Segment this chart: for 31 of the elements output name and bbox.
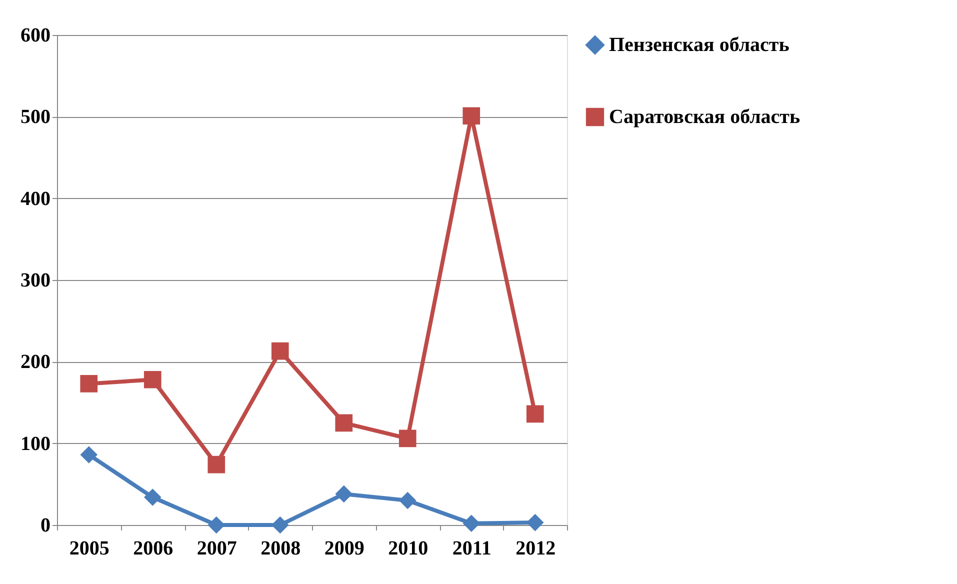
y-tick-label: 300 — [20, 270, 50, 292]
point — [271, 342, 289, 360]
point — [335, 485, 353, 503]
point — [526, 405, 544, 423]
point — [208, 456, 226, 474]
point — [80, 446, 98, 464]
x-tick-label: 2007 — [196, 538, 237, 560]
point — [335, 414, 353, 432]
x-tick-label: 2006 — [133, 538, 174, 560]
point — [462, 107, 480, 125]
x-tick-label: 2012 — [516, 538, 556, 560]
point — [80, 375, 98, 392]
x-tick-label: 2005 — [69, 538, 110, 560]
point — [462, 514, 480, 532]
x-tick-label: 2009 — [324, 538, 364, 560]
point — [144, 370, 162, 388]
legend-label: Пензенская область — [609, 34, 790, 56]
y-tick-label: 400 — [20, 188, 50, 210]
point — [526, 514, 544, 532]
y-tick-label: 200 — [20, 351, 50, 374]
legend-label: Саратовская область — [609, 106, 800, 128]
point — [398, 430, 416, 448]
y-tick-label: 100 — [20, 432, 50, 455]
y-tick-label: 500 — [20, 106, 50, 128]
x-tick-label: 2011 — [452, 538, 492, 560]
point — [398, 492, 416, 510]
x-tick-label: 2008 — [260, 538, 301, 560]
point — [144, 488, 162, 506]
y-tick-label: 0 — [40, 514, 50, 536]
y-tick-label: 600 — [20, 24, 50, 46]
x-tick-label: 2010 — [388, 538, 428, 560]
